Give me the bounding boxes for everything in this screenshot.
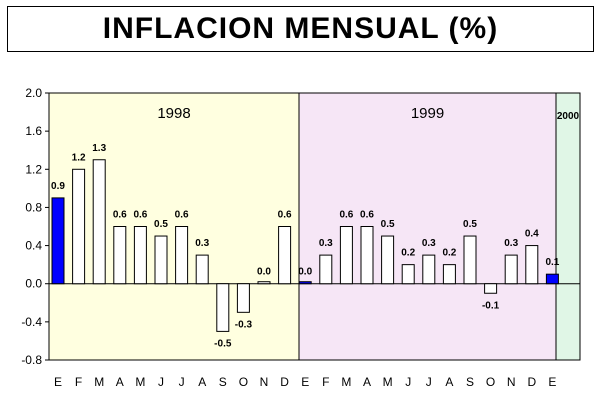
x-tick-label-23: D (527, 375, 536, 389)
x-tick-label-14: M (341, 375, 351, 389)
data-label-13: 0.3 (319, 238, 333, 249)
bar-23 (525, 245, 539, 285)
x-tick-label-18: J (426, 375, 432, 389)
x-tick-label-12: E (301, 375, 309, 389)
x-tick-label-7: A (198, 375, 206, 389)
year-region-2000 (555, 92, 581, 361)
year-label-1999: 1999 (411, 105, 444, 122)
bar-0 (51, 197, 65, 285)
data-label-19: 0.2 (442, 248, 456, 259)
y-tick-label: 1.6 (25, 124, 42, 138)
data-label-12: 0.0 (298, 267, 312, 278)
bar-6 (175, 226, 189, 285)
bar-10 (257, 281, 271, 285)
x-tick-label-20: S (466, 375, 474, 389)
year-label-1998: 1998 (157, 105, 190, 122)
x-tick-label-16: M (383, 375, 393, 389)
x-tick-label-4: M (135, 375, 145, 389)
bar-15 (360, 226, 374, 285)
data-label-24: 0.1 (545, 257, 559, 268)
x-tick-label-3: A (116, 375, 124, 389)
x-tick-label-10: N (260, 375, 269, 389)
data-label-8: -0.5 (214, 338, 232, 349)
data-label-9: -0.3 (235, 319, 253, 330)
data-label-20: 0.5 (463, 219, 477, 230)
x-tick-label-6: J (179, 375, 185, 389)
y-tick-label: 2.0 (25, 86, 42, 100)
bar-5 (154, 235, 168, 285)
data-label-2: 1.3 (92, 143, 106, 154)
y-tick-label: 0.8 (25, 200, 42, 214)
x-tick-label-24: E (548, 375, 556, 389)
year-region-1999 (298, 92, 557, 361)
y-tick-label: 0.4 (25, 239, 42, 253)
data-label-7: 0.3 (195, 238, 209, 249)
bar-3 (113, 226, 127, 285)
bar-18 (422, 254, 436, 285)
x-tick-label-8: S (219, 375, 227, 389)
data-label-17: 0.2 (401, 248, 415, 259)
data-label-6: 0.6 (175, 210, 189, 221)
data-label-18: 0.3 (422, 238, 436, 249)
bar-16 (381, 235, 395, 285)
y-tick-label: -0.4 (21, 315, 42, 329)
data-label-16: 0.5 (381, 219, 395, 230)
data-label-4: 0.6 (133, 210, 147, 221)
x-tick-label-9: O (239, 375, 248, 389)
x-tick-label-17: J (405, 375, 411, 389)
data-label-1: 1.2 (72, 152, 86, 163)
bar-14 (339, 226, 353, 285)
x-tick-label-22: N (507, 375, 516, 389)
x-tick-label-15: A (363, 375, 371, 389)
data-label-3: 0.6 (113, 210, 127, 221)
data-label-10: 0.0 (257, 267, 271, 278)
bar-21 (484, 283, 498, 294)
data-label-5: 0.5 (154, 219, 168, 230)
y-tick-label: -0.8 (21, 353, 42, 367)
data-label-0: 0.9 (51, 181, 65, 192)
bar-11 (278, 226, 292, 285)
data-label-11: 0.6 (278, 210, 292, 221)
bar-22 (504, 254, 518, 285)
data-label-15: 0.6 (360, 210, 374, 221)
bar-17 (401, 264, 415, 285)
year-region-1998 (48, 92, 300, 361)
data-label-23: 0.4 (525, 229, 539, 240)
bar-2 (92, 159, 106, 285)
bar-8 (216, 283, 230, 332)
bar-9 (236, 283, 250, 313)
x-tick-label-0: E (54, 375, 62, 389)
y-tick-label: 1.2 (25, 162, 42, 176)
y-tick-label: 0.0 (25, 277, 42, 291)
x-tick-label-11: D (280, 375, 289, 389)
chart-title: INFLACION MENSUAL (%) (102, 12, 499, 45)
data-label-14: 0.6 (339, 210, 353, 221)
bar-7 (195, 254, 209, 285)
bar-20 (463, 235, 477, 285)
x-tick-label-5: J (158, 375, 164, 389)
x-tick-label-13: F (322, 375, 329, 389)
bar-1 (72, 168, 86, 285)
bar-12 (298, 281, 312, 285)
data-label-21: -0.1 (482, 300, 500, 311)
x-tick-label-21: O (486, 375, 495, 389)
bar-13 (319, 254, 333, 285)
chart-title-box: INFLACION MENSUAL (%) (7, 6, 594, 52)
year-label-2000: 2000 (557, 111, 580, 122)
x-tick-label-2: M (94, 375, 104, 389)
x-tick-label-1: F (75, 375, 82, 389)
x-tick-label-19: A (445, 375, 453, 389)
bar-19 (442, 264, 456, 285)
bar-4 (133, 226, 147, 285)
data-label-22: 0.3 (504, 238, 518, 249)
bar-24 (545, 273, 559, 285)
